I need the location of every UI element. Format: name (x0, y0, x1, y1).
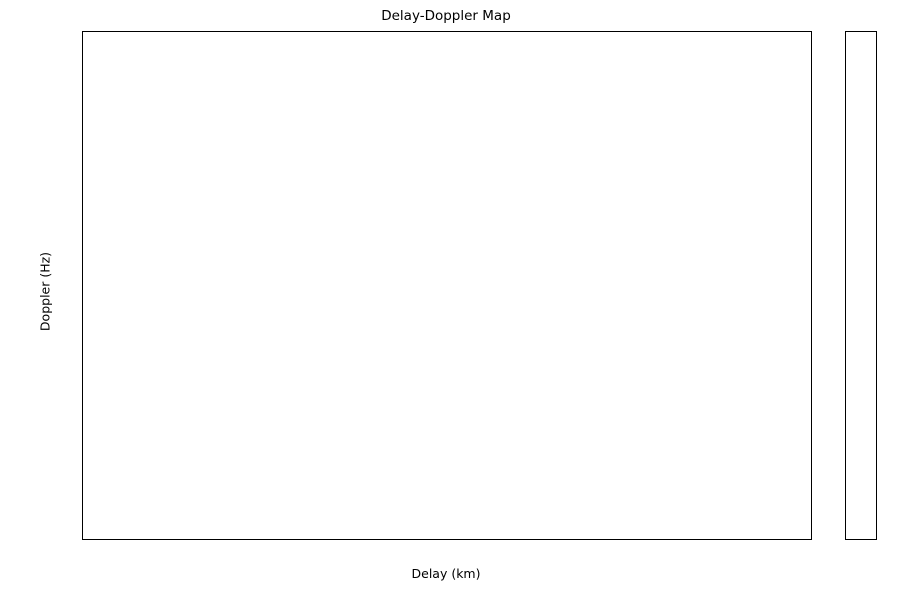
page-title: Delay-Doppler Map (381, 8, 511, 24)
y-axis-title: Doppler (Hz) (37, 251, 53, 332)
heatmap-axes (82, 31, 812, 540)
delay-doppler-heatmap (83, 32, 811, 539)
colorbar-gradient (846, 32, 876, 539)
x-axis-title: Delay (km) (411, 566, 481, 581)
colorbar (845, 31, 877, 540)
